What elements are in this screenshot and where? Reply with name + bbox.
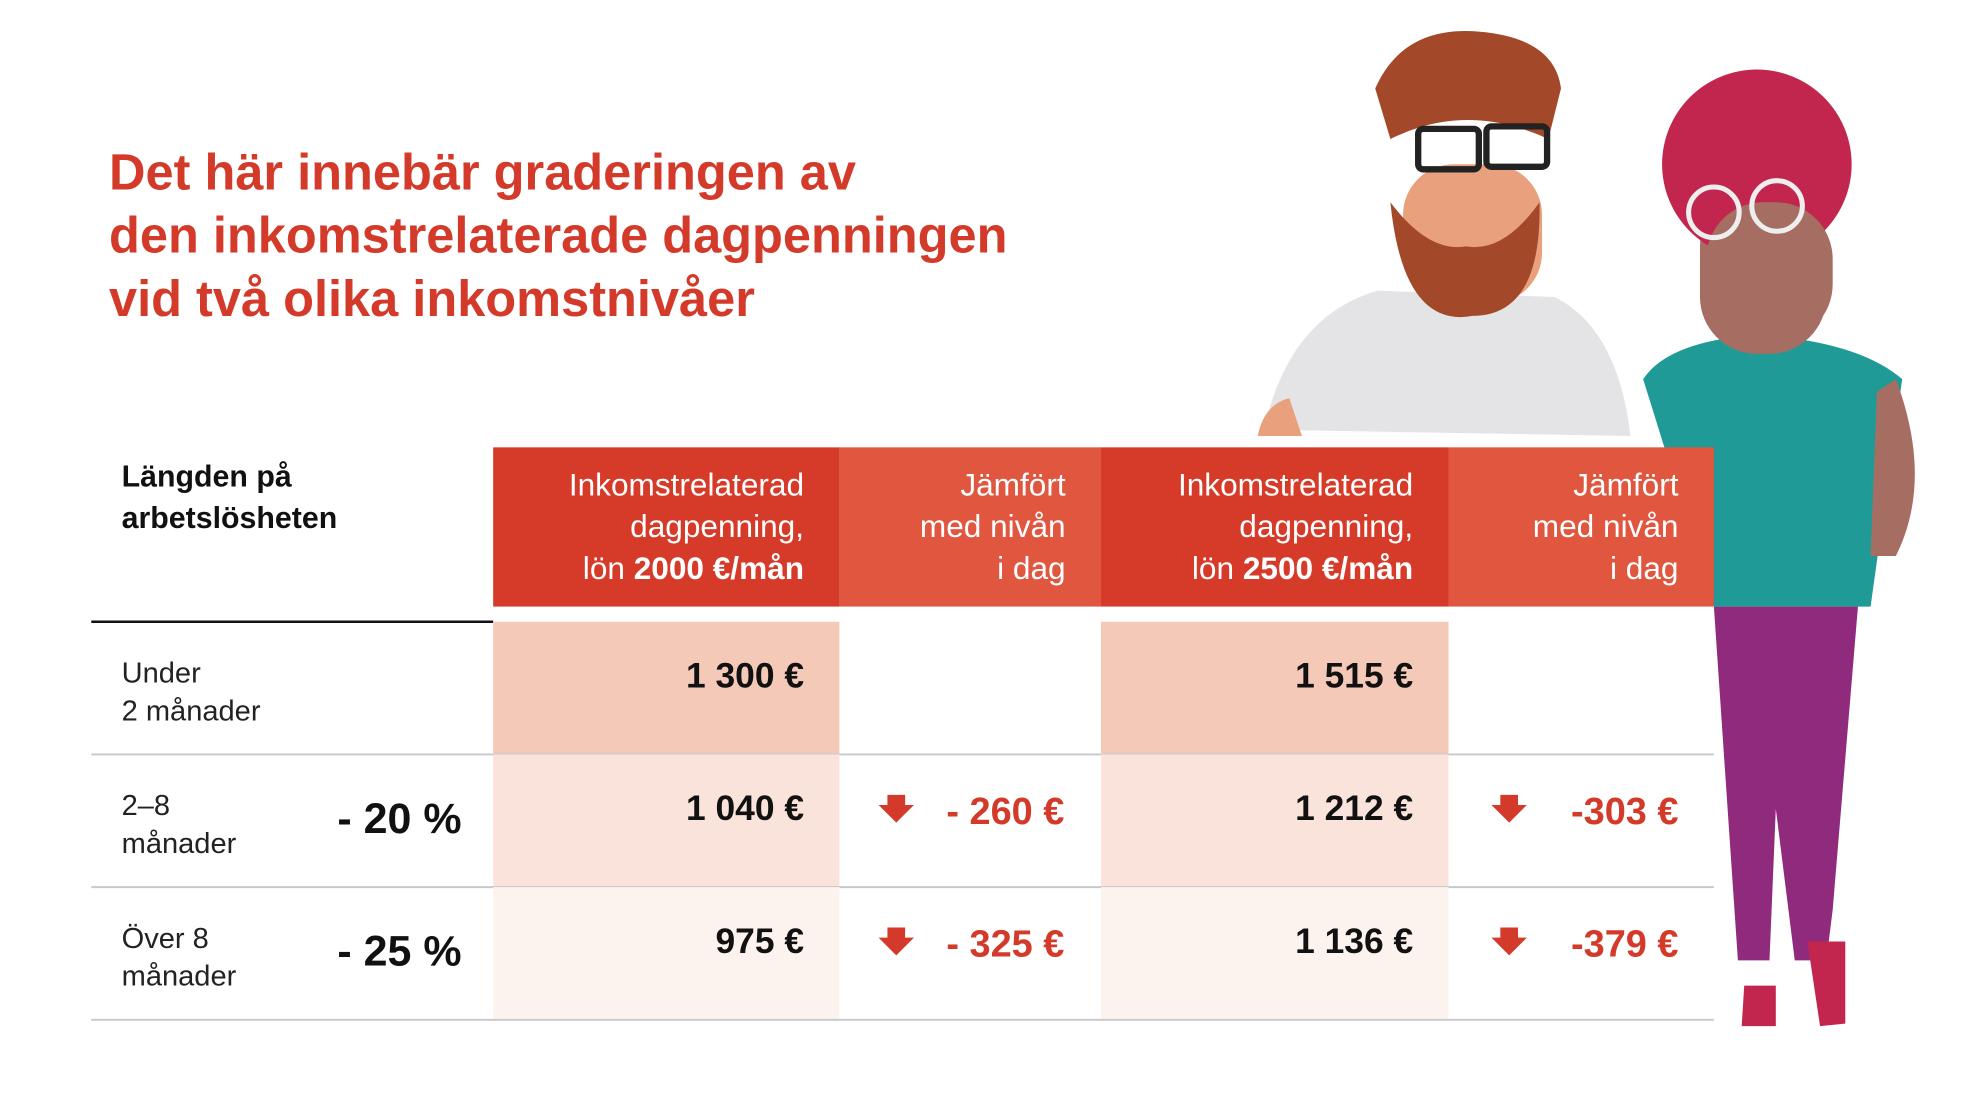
header-line: dagpenning, [1239, 508, 1413, 544]
income-cell [493, 887, 840, 1020]
header-line: dagpenning, [630, 508, 804, 544]
title-line: vid två olika inkomstnivåer [109, 270, 755, 327]
change-amount: - 260 € [946, 791, 1064, 833]
row-label: månader [122, 828, 237, 860]
title-line: Det här innebär graderingen av [109, 144, 856, 201]
cut-percent: - 20 % [337, 795, 461, 843]
header-line: Jämfört [960, 466, 1066, 502]
change-amount: -303 € [1571, 791, 1678, 833]
header-bold: 2500 €/mån [1243, 550, 1413, 586]
row-label: 2–8 [122, 790, 170, 822]
header-cell [839, 447, 1101, 607]
income-amount: 1 136 € [1295, 922, 1413, 961]
header-cell [1100, 447, 1449, 607]
row-label: månader [122, 961, 237, 993]
income-amount: 1 040 € [686, 789, 804, 828]
down-arrow [878, 794, 914, 823]
income-cell [1100, 887, 1449, 1020]
header-cell [1448, 447, 1714, 607]
corner-label: arbetslösheten [122, 502, 338, 535]
header-line: lön 2000 €/mån [583, 550, 804, 586]
header-line: i dag [1610, 550, 1678, 586]
income-amount: 1 212 € [1295, 789, 1413, 828]
header-line: Inkomstrelaterad [1178, 466, 1413, 502]
header-line: i dag [997, 550, 1065, 586]
header-line: Inkomstrelaterad [569, 466, 804, 502]
header-line: med nivån [920, 508, 1066, 544]
income-cell [493, 621, 840, 755]
cut-percent: - 25 % [337, 927, 461, 975]
change-amount: -379 € [1571, 924, 1678, 966]
row-label: 2 månader [122, 695, 261, 727]
header-line: med nivån [1533, 508, 1679, 544]
header-line: lön 2500 €/mån [1192, 550, 1413, 586]
down-arrow [1491, 794, 1527, 823]
corner-label: Längden på [122, 461, 292, 494]
down-arrow [878, 927, 914, 956]
income-cell [493, 754, 840, 888]
change-amount: - 325 € [946, 924, 1064, 966]
down-arrow [1491, 927, 1527, 956]
income-amount: 975 € [715, 922, 804, 961]
income-amount: 1 300 € [686, 656, 804, 695]
row-label: Under [122, 657, 201, 689]
header-line: Jämfört [1573, 466, 1679, 502]
title-line: den inkomstrelaterade dagpenningen [109, 207, 1008, 264]
income-amount: 1 515 € [1295, 656, 1413, 695]
header-prefix: lön [583, 550, 634, 586]
header-bold: 2000 €/mån [634, 550, 804, 586]
income-cell [1100, 754, 1449, 888]
row-label: Över 8 [122, 923, 209, 955]
header-prefix: lön [1192, 550, 1243, 586]
income-cell [1100, 621, 1449, 755]
header-cell [493, 447, 840, 607]
